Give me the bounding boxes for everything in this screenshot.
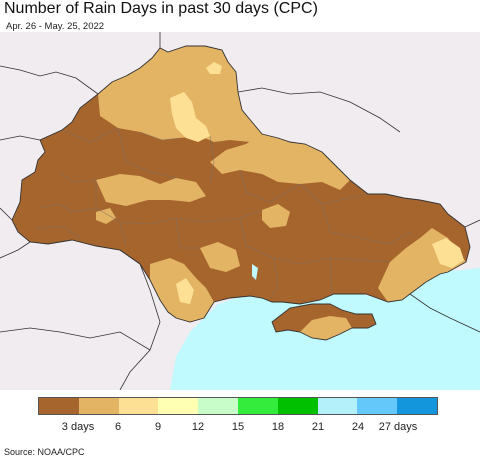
legend-swatch-3 (158, 398, 199, 414)
legend-label-1: 6 (114, 421, 122, 433)
legend-swatch-2 (118, 398, 159, 414)
legend-swatch-8 (357, 398, 398, 414)
rain-9-days-north-b (206, 62, 222, 74)
map-title: Number of Rain Days in past 30 days (CPC… (4, 0, 318, 17)
legend-label-2: 9 (154, 421, 162, 433)
rain-6-days-patch-2 (96, 208, 116, 224)
legend-swatch-6 (277, 398, 318, 414)
rain-6-days-east (210, 134, 350, 190)
rain-9-days-east (432, 238, 464, 268)
color-legend (38, 397, 438, 415)
legend-swatch-5 (237, 398, 278, 414)
legend-label-7: 24 (351, 421, 365, 433)
crimea-border (271, 303, 377, 341)
legend-label-0: 3 days (61, 421, 95, 433)
date-range: Apr. 26 - May. 25, 2022 (6, 21, 105, 32)
rain-9-days-south (176, 278, 194, 304)
rain-9-days-north-a (170, 92, 210, 142)
legend-labels: 3 days 6 9 12 15 18 21 24 27 days (38, 421, 438, 435)
legend-label-3: 12 (191, 421, 205, 433)
legend-label-6: 21 (311, 421, 325, 433)
rain-days-map (0, 32, 480, 390)
legend-swatch-4 (198, 398, 238, 414)
rain-6-days-center (96, 174, 206, 206)
legend-swatch-1 (78, 398, 119, 414)
rain-6-days-south (200, 242, 240, 272)
oblast-borders (35, 127, 411, 299)
neighbor-borders (0, 32, 480, 390)
legend-swatch-7 (317, 398, 358, 414)
legend-swatch-9 (397, 398, 437, 414)
rain-6-days-patch-1 (262, 204, 290, 228)
legend-label-4: 15 (231, 421, 245, 433)
source-note: Source: NOAA/CPC (4, 447, 85, 457)
legend-swatch-0 (39, 398, 79, 414)
kakhovka-reservoir (252, 264, 258, 280)
legend-label-8: 27 days (378, 421, 418, 433)
legend-label-5: 18 (271, 421, 285, 433)
ukraine-border (11, 45, 471, 323)
